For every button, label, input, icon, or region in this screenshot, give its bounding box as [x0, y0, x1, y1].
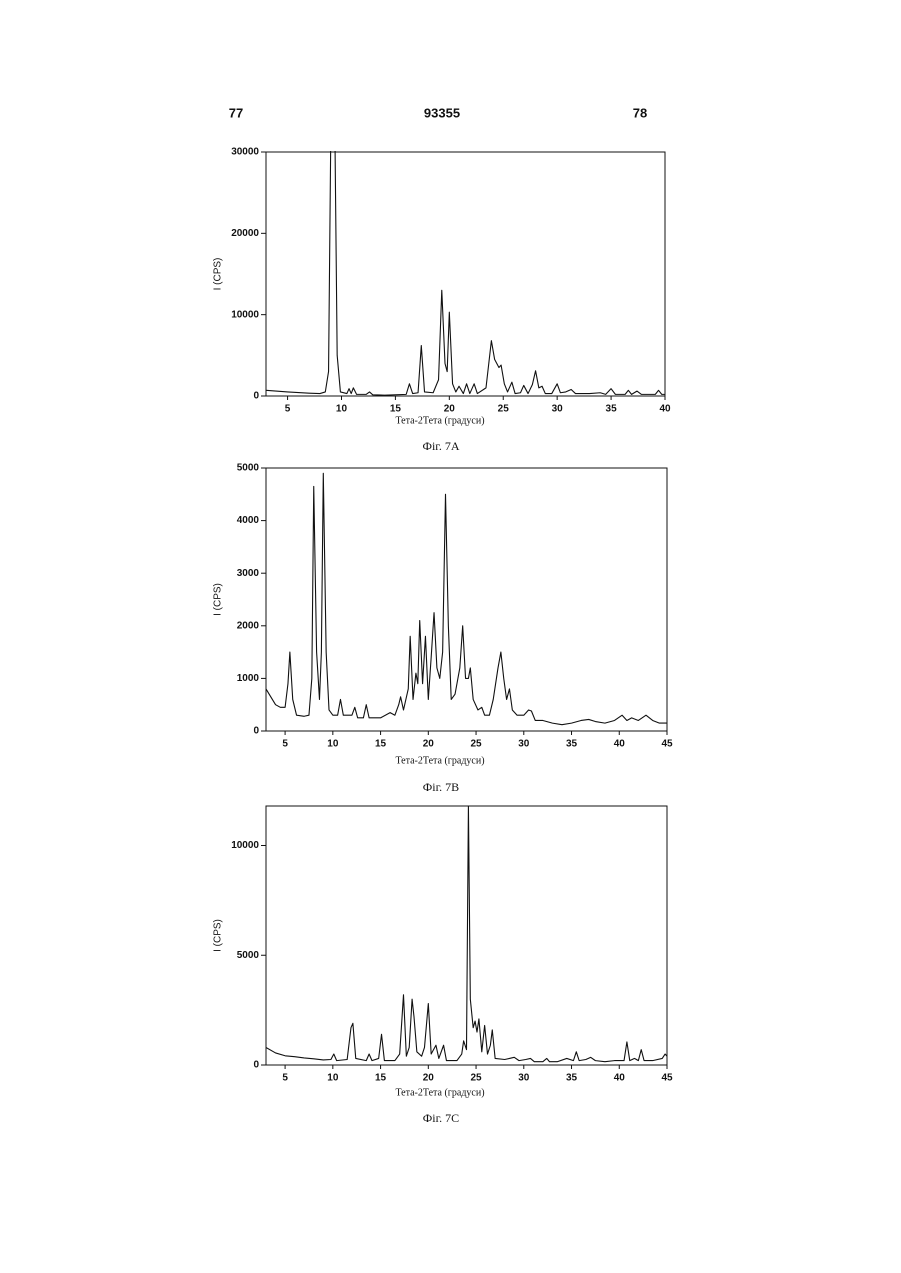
page-number-left: 77 [229, 105, 243, 120]
y-tick-label: 0 [253, 391, 259, 402]
x-tick-label: 15 [375, 1073, 387, 1084]
x-tick-label: 10 [336, 404, 348, 415]
x-tick-label: 15 [390, 404, 402, 415]
x-axis-label: Тета-2Тета (градуси) [395, 415, 484, 426]
x-tick-label: 35 [606, 404, 618, 415]
y-tick-label: 20000 [231, 228, 259, 239]
x-tick-label: 35 [566, 1073, 578, 1084]
x-tick-label: 10 [327, 739, 339, 750]
x-tick-label: 25 [498, 404, 510, 415]
y-tick-label: 3000 [237, 568, 260, 579]
y-tick-label: 0 [253, 726, 259, 737]
x-tick-label: 35 [566, 739, 578, 750]
figure-caption: Фіг. 7С [423, 1111, 459, 1125]
x-tick-label: 40 [614, 739, 626, 750]
patent-number: 93355 [424, 105, 460, 120]
x-tick-label: 40 [614, 1073, 626, 1084]
diffraction-line [266, 473, 667, 724]
x-tick-label: 25 [470, 1073, 482, 1084]
x-tick-label: 40 [659, 404, 671, 415]
x-tick-label: 5 [282, 739, 288, 750]
x-tick-label: 25 [470, 739, 482, 750]
y-tick-label: 5000 [237, 463, 260, 474]
x-tick-label: 10 [327, 1073, 339, 1084]
y-tick-label: 5000 [237, 950, 260, 961]
x-tick-label: 5 [285, 404, 291, 415]
diffraction-line [266, 806, 667, 1062]
y-tick-label: 0 [253, 1060, 259, 1071]
x-tick-label: 5 [282, 1073, 288, 1084]
x-axis-label: Тета-2Тета (градуси) [395, 755, 484, 766]
x-tick-label: 45 [661, 739, 673, 750]
page-number-right: 78 [633, 105, 647, 120]
y-tick-label: 2000 [237, 620, 260, 631]
diffraction-line [266, 144, 665, 395]
page: 77 93355 78 0100002000030000510152025303… [0, 0, 901, 1273]
x-tick-label: 45 [661, 1073, 673, 1084]
y-axis-label: I (CPS) [213, 583, 224, 616]
y-axis-label: I (CPS) [213, 919, 224, 952]
y-tick-label: 10000 [231, 840, 259, 851]
plot-frame [266, 468, 667, 731]
x-tick-label: 20 [444, 404, 456, 415]
figure-caption: Фіг. 7В [423, 780, 459, 794]
y-tick-label: 30000 [231, 147, 259, 158]
plot-frame [266, 152, 665, 396]
x-tick-label: 30 [518, 739, 530, 750]
x-tick-label: 20 [423, 739, 435, 750]
y-tick-label: 10000 [231, 309, 259, 320]
x-tick-label: 30 [518, 1073, 530, 1084]
y-axis-label: I (CPS) [213, 258, 224, 291]
x-tick-label: 20 [423, 1073, 435, 1084]
x-tick-label: 30 [552, 404, 564, 415]
y-tick-label: 1000 [237, 673, 260, 684]
x-axis-label: Тета-2Тета (градуси) [395, 1087, 484, 1098]
x-tick-label: 15 [375, 739, 387, 750]
y-tick-label: 4000 [237, 515, 260, 526]
figure-caption: Фіг. 7А [422, 439, 459, 453]
